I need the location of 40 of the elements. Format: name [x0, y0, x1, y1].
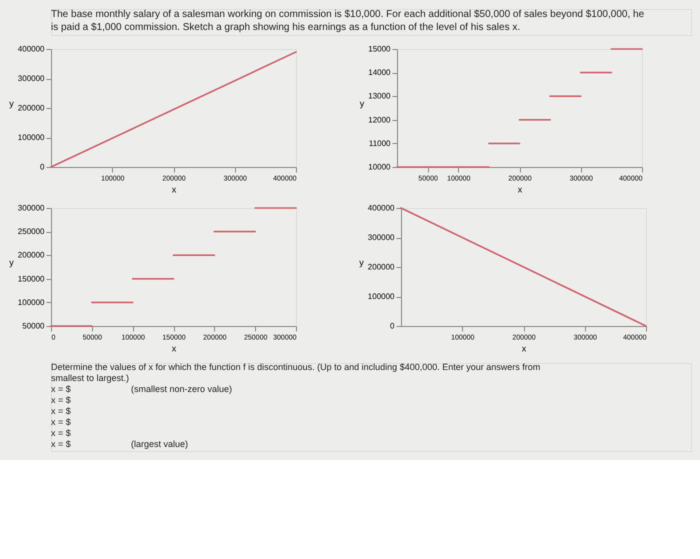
y-axis-title: y	[9, 98, 14, 108]
y-tick-label: 200000	[368, 262, 396, 272]
y-tick-label: 400000	[368, 204, 396, 212]
y-tick-label: 200000	[18, 104, 46, 112]
y-tick-label: 200000	[18, 250, 46, 260]
y-axis-title: y	[359, 258, 364, 268]
text: x = $	[51, 428, 71, 438]
text: x = $	[51, 384, 71, 394]
text: x = $	[51, 406, 71, 416]
y-tick-label: 100000	[18, 298, 46, 307]
y-tick-label: 300000	[18, 204, 46, 212]
x-axis-title: x	[518, 184, 523, 194]
y-tick-label: 12000	[368, 115, 392, 124]
y-tick-label: 400000	[18, 44, 46, 54]
x-axis-title: x	[172, 184, 177, 194]
y-tick-label: 100000	[18, 133, 46, 142]
y-tick-label: 150000	[18, 274, 46, 284]
y-tick-label: 50000	[22, 322, 46, 330]
y-tick-label: 13000	[368, 92, 392, 101]
y-axis-title: y	[9, 258, 14, 268]
y-tick-label: 11000	[368, 138, 392, 148]
text: Determine the values of x for which the function f is discontinuous. (Up to and including $400,000. Enter your answers from smallest to largest.)	[51, 362, 540, 383]
text: (smallest non-zero value)	[131, 384, 232, 394]
y-tick-label: 300000	[368, 233, 396, 242]
y-tick-label: 10000	[368, 162, 392, 172]
text: x = $	[51, 417, 71, 427]
y-tick-label: 0	[390, 322, 396, 330]
y-tick-label: 14000	[368, 68, 392, 78]
y-tick-label: 100000	[368, 292, 396, 301]
text: The base monthly salary of a salesman working on commission is $10,000. For each additional $50,000 of sales beyond $100,000, he is paid a $1,000 commission. Sketch a graph showing his earnings as a function of the level of his sales x.	[51, 9, 645, 33]
y-axis-title: y	[360, 98, 365, 108]
y-tick-label: 15000	[368, 44, 392, 54]
text: x = $	[51, 395, 71, 405]
y-tick-label: 0	[40, 162, 46, 172]
y-tick-label: 250000	[18, 227, 46, 236]
text: x = $	[51, 439, 71, 449]
x-axis-title: x	[172, 344, 177, 354]
y-tick-label: 300000	[18, 74, 46, 83]
text: (largest value)	[131, 439, 188, 449]
x-axis-title: x	[522, 344, 527, 354]
